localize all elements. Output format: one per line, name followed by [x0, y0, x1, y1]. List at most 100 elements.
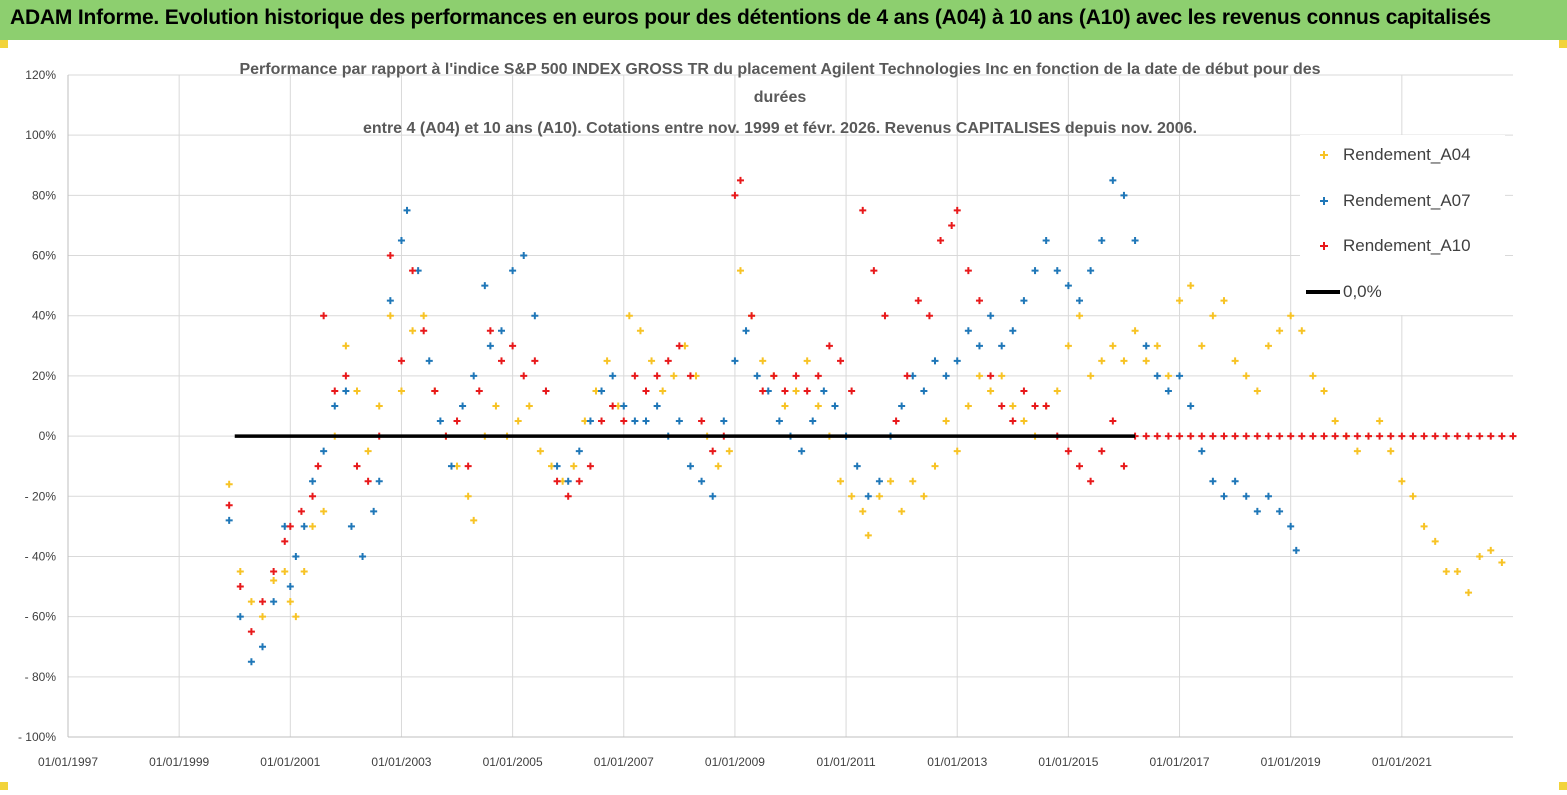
data-point [1176, 297, 1184, 305]
data-point [631, 417, 639, 425]
data-point [564, 477, 572, 485]
data-point [1264, 492, 1272, 500]
data-point [1376, 417, 1384, 425]
data-point [314, 462, 322, 470]
data-point [281, 568, 289, 575]
data-point [475, 387, 483, 395]
data-point [1398, 432, 1406, 440]
data-point [609, 372, 617, 380]
legend-marker [1320, 242, 1328, 250]
data-point [598, 417, 606, 425]
data-point [386, 252, 394, 260]
data-point [636, 327, 644, 335]
series-Rendement_A07 [225, 176, 1300, 666]
gridlines [67, 74, 1513, 738]
data-point [975, 342, 983, 350]
data-point [1187, 432, 1195, 440]
data-point [653, 402, 661, 410]
y-tick-label: - 20% [25, 489, 57, 503]
data-point [1042, 237, 1050, 244]
legend-marker [1320, 151, 1328, 159]
data-point [898, 507, 906, 515]
data-point [648, 357, 656, 365]
data-point [814, 372, 822, 380]
data-point [331, 387, 339, 395]
data-point [564, 492, 572, 500]
legend-label: 0,0% [1343, 282, 1382, 301]
data-point [447, 462, 455, 470]
data-point [464, 462, 472, 470]
data-point [536, 447, 544, 455]
data-point [300, 522, 308, 530]
data-point [1176, 432, 1184, 440]
data-point [553, 477, 561, 485]
data-point [931, 462, 939, 470]
data-point [1376, 432, 1384, 440]
data-point [798, 447, 806, 455]
data-point [792, 372, 800, 380]
data-point [586, 462, 594, 470]
data-point [620, 402, 628, 410]
data-point [1365, 432, 1372, 440]
frame-corner-marker [0, 782, 8, 790]
data-point [1198, 342, 1206, 350]
data-point [731, 191, 739, 199]
data-point [1309, 432, 1317, 440]
data-point [1476, 432, 1484, 440]
data-point [270, 568, 278, 575]
data-point [781, 402, 789, 410]
data-point [1353, 447, 1361, 455]
legend-background [1300, 135, 1505, 315]
data-point [803, 357, 811, 365]
data-point [225, 480, 233, 488]
data-point [864, 531, 872, 539]
data-point [698, 417, 706, 425]
data-point [942, 372, 950, 380]
data-point [397, 357, 405, 365]
data-point [953, 206, 961, 214]
data-point [864, 492, 872, 500]
data-point [1398, 477, 1406, 485]
data-point [609, 402, 617, 410]
data-point [1498, 432, 1506, 440]
data-point [953, 447, 961, 455]
data-point [531, 357, 539, 365]
data-point [1142, 342, 1150, 350]
data-point [1064, 342, 1072, 350]
data-point [892, 417, 900, 425]
data-point [1009, 327, 1017, 335]
data-point [359, 552, 367, 560]
data-point [1387, 447, 1395, 455]
data-point [1498, 558, 1506, 566]
data-point [1020, 387, 1028, 395]
data-point [1042, 402, 1050, 410]
data-point [286, 522, 294, 530]
data-point [1142, 432, 1150, 440]
data-point [837, 357, 845, 365]
data-point [1076, 312, 1083, 320]
data-point [975, 297, 983, 305]
y-tick-label: 100% [25, 128, 56, 142]
data-point [364, 477, 372, 485]
data-point [486, 327, 494, 335]
data-point [1487, 432, 1495, 440]
data-point [364, 447, 372, 455]
data-point [531, 312, 539, 320]
data-point [342, 387, 350, 395]
y-tick-label: - 40% [25, 549, 57, 563]
frame-corner-marker [0, 40, 8, 48]
data-point [1242, 492, 1250, 500]
data-point [714, 462, 722, 470]
data-point [1298, 432, 1306, 440]
data-point [1264, 342, 1272, 350]
report-title: ADAM Informe. Evolution historique des p… [10, 6, 1491, 29]
x-tick-label: 01/01/1997 [38, 755, 98, 769]
data-point [470, 516, 478, 524]
data-point [1231, 432, 1239, 440]
data-point [775, 417, 783, 425]
data-point [300, 568, 308, 575]
data-point [1209, 312, 1217, 320]
data-point [1131, 327, 1139, 335]
data-point [425, 357, 433, 365]
data-point [1020, 297, 1028, 305]
